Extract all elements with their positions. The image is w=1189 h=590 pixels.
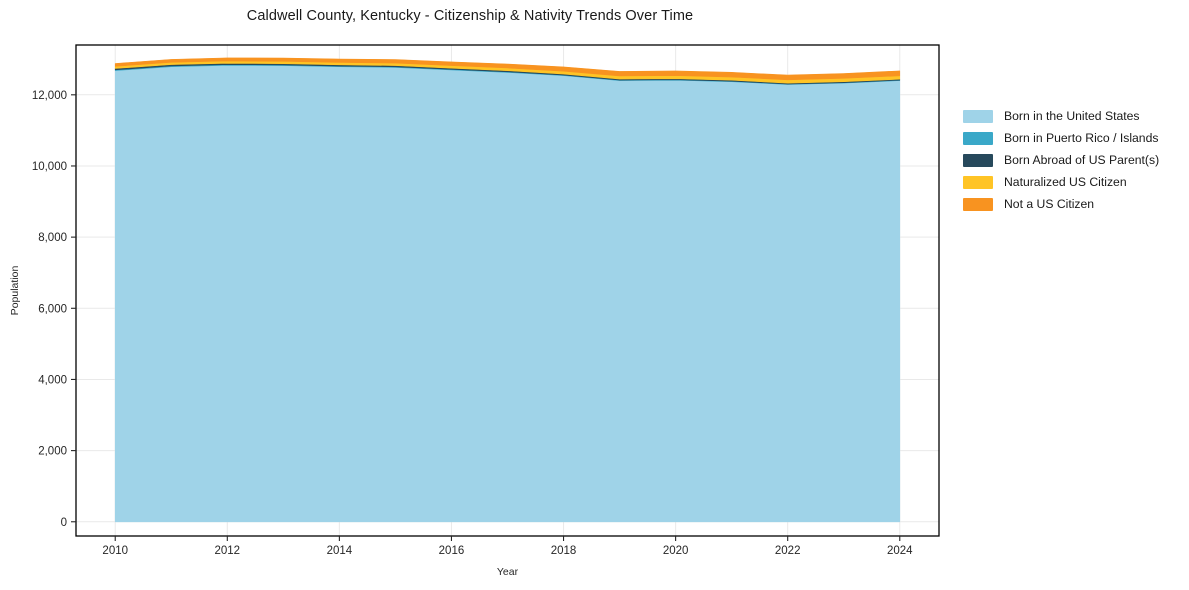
x-axis-tick-label: 2022 [775, 545, 801, 557]
y-axis-tick-label: 6,000 [38, 303, 67, 315]
legend-item-label: Naturalized US Citizen [1004, 175, 1127, 189]
legend-swatch-icon [963, 131, 993, 145]
legend-item[interactable]: Born in the United States [963, 105, 1189, 127]
legend-swatch-icon [963, 175, 993, 189]
axes-frame [75, 44, 940, 537]
y-axis-tick-label: 10,000 [32, 161, 67, 173]
legend-swatch-icon [963, 197, 993, 211]
y-axis-title: Population [9, 266, 21, 316]
legend-item[interactable]: Born in Puerto Rico / Islands [963, 127, 1189, 149]
x-axis-tick-label: 2012 [215, 545, 241, 557]
area-series [114, 57, 901, 81]
chart-title: Caldwell County, Kentucky - Citizenship … [246, 8, 694, 24]
legend-item[interactable]: Born Abroad of US Parent(s) [963, 149, 1189, 171]
y-axis-tick-label: 8,000 [38, 232, 67, 244]
y-axis-tick-label: 0 [61, 517, 67, 529]
y-axis-tick-label: 4,000 [38, 374, 67, 386]
y-axis-tick-label: 12,000 [32, 90, 67, 102]
legend-item-label: Born in Puerto Rico / Islands [1004, 131, 1159, 145]
x-axis-tick-label: 2014 [327, 545, 353, 557]
chart-legend: Born in the United States Born in Puerto … [963, 105, 1189, 215]
legend-item-label: Not a US Citizen [1004, 197, 1095, 211]
x-axis-tick-label: 2018 [551, 545, 577, 557]
area-series [114, 64, 901, 523]
legend-item-label: Born Abroad of US Parent(s) [1004, 153, 1160, 167]
x-axis-tick-label: 2010 [102, 545, 128, 557]
legend-item[interactable]: Not a US Citizen [963, 193, 1189, 215]
legend-item[interactable]: Naturalized US Citizen [963, 171, 1189, 193]
legend-swatch-icon [963, 109, 993, 123]
x-axis-tick-label: 2016 [439, 545, 465, 557]
legend-swatch-icon [963, 153, 993, 167]
x-axis-tick-label: 2020 [663, 545, 689, 557]
legend-item-label: Born in the United States [1004, 109, 1140, 123]
x-axis-tick-label: 2024 [887, 545, 913, 557]
x-axis-title: Year [497, 566, 519, 578]
y-axis-tick-label: 2,000 [38, 446, 67, 458]
